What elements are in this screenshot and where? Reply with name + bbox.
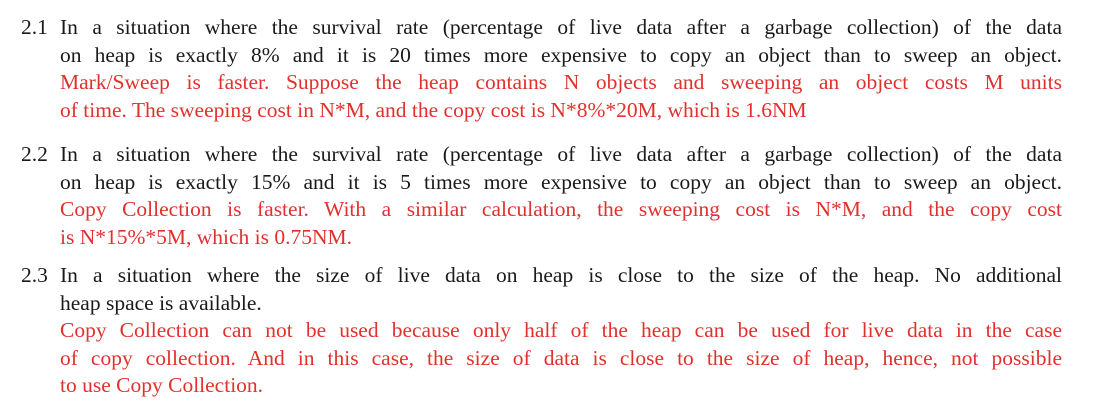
answer-line: Copy Collection can not be used because … [60,318,1062,342]
question-line: on heap is exactly 8% and it is 20 times… [60,42,1062,67]
question-line: In a situation where the survival rate (… [60,142,1062,166]
answer-line: to use Copy Collection. [60,373,264,397]
item-number: 2.2 [21,142,48,166]
question-line: heap space is available. [60,290,262,315]
question-line: In a situation where the size of live da… [60,263,1062,287]
answer-line: of copy collection. And in this case, th… [60,345,1062,370]
answer-line: Mark/Sweep is faster. Suppose the heap c… [60,70,1062,94]
item-number: 2.3 [21,263,48,287]
item-number: 2.1 [21,15,48,39]
answer-line: of time. The sweeping cost in N*M, and t… [60,97,807,122]
answer-line: is N*15%*5M, which is 0.75NM. [60,224,353,249]
item-body: In a situation where the survival rate (… [60,141,1062,251]
question-line: In a situation where the survival rate (… [60,15,1062,39]
question-line: on heap is exactly 15% and it is 5 times… [60,169,1062,194]
item-body: In a situation where the survival rate (… [60,14,1062,124]
answer-line: Copy Collection is faster. With a simila… [60,197,1062,221]
item-body: In a situation where the size of live da… [60,262,1062,400]
